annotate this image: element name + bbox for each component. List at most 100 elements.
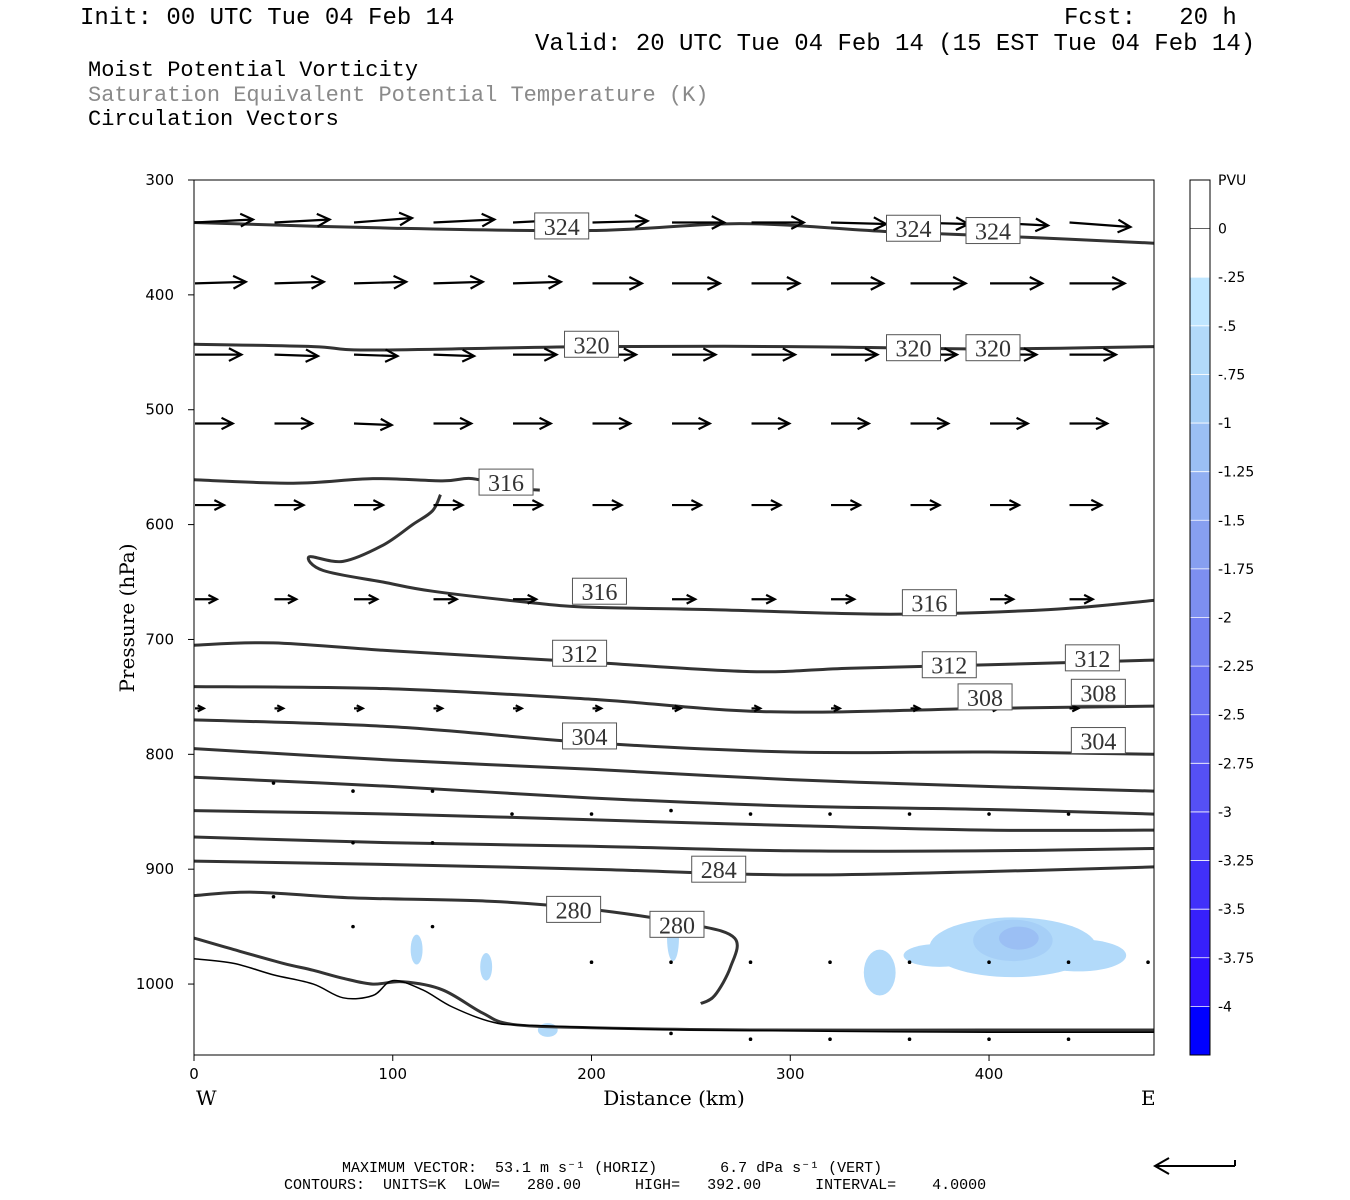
vector-dot bbox=[907, 960, 912, 965]
circulation-vector bbox=[831, 499, 863, 511]
colorbar-label: -2.25 bbox=[1218, 659, 1254, 675]
circulation-vector bbox=[751, 276, 802, 291]
circulation-vector bbox=[274, 212, 333, 228]
colorbar-swatch bbox=[1190, 860, 1210, 910]
circulation-vector bbox=[195, 704, 207, 713]
vector-dot bbox=[669, 960, 673, 965]
circulation-vector bbox=[831, 276, 886, 291]
circulation-vector bbox=[354, 499, 386, 511]
contour-label-box bbox=[534, 212, 590, 240]
circulation-vector bbox=[354, 704, 366, 713]
terrain-line-1 bbox=[194, 958, 1154, 1034]
x-tick-label: 0 bbox=[189, 1065, 199, 1083]
pv-shade-1 bbox=[1030, 939, 1127, 972]
circulation-vector bbox=[513, 416, 554, 431]
circulation-vector bbox=[672, 416, 713, 431]
contour-label: 324 bbox=[896, 217, 932, 243]
circulation-vector bbox=[592, 276, 645, 291]
vector-dot bbox=[510, 812, 514, 816]
circulation-vector bbox=[831, 347, 880, 362]
circulation-vector bbox=[910, 499, 942, 511]
contour-label-box bbox=[886, 214, 942, 242]
circulation-vector bbox=[1069, 218, 1133, 234]
vector-dot bbox=[351, 840, 355, 845]
circulation-vector bbox=[354, 593, 380, 605]
contour-label-box bbox=[564, 330, 620, 358]
circulation-vector bbox=[353, 348, 400, 363]
theta-e-contour-324-0 bbox=[194, 221, 1154, 245]
colorbar-label: -3.5 bbox=[1218, 902, 1245, 918]
title-theta-e: Saturation Equivalent Potential Temperat… bbox=[88, 83, 709, 108]
plot-frame bbox=[193, 179, 1155, 1056]
vector-dot bbox=[430, 924, 435, 929]
contour-label-box bbox=[546, 895, 602, 923]
vector-dot bbox=[430, 789, 435, 793]
x-tick-label: 400 bbox=[975, 1065, 1004, 1083]
contour-label-box bbox=[571, 577, 627, 605]
colorbar-swatch bbox=[1190, 714, 1210, 764]
y-tick-label: 400 bbox=[145, 286, 174, 304]
circulation-vector bbox=[195, 499, 227, 511]
colorbar-swatch bbox=[1190, 763, 1210, 812]
circulation-vector bbox=[195, 416, 236, 431]
circulation-vector bbox=[910, 276, 969, 291]
circulation-vector bbox=[751, 347, 798, 362]
circulation-vector bbox=[274, 348, 321, 363]
vector-dot bbox=[351, 924, 355, 929]
colorbar-label: -2.75 bbox=[1218, 756, 1254, 772]
title-vectors: Circulation Vectors bbox=[88, 107, 339, 132]
terrain-line-0 bbox=[194, 936, 1154, 1032]
circulation-vector bbox=[433, 348, 477, 363]
y-tick-label: 900 bbox=[145, 860, 174, 878]
contour-label: 280 bbox=[659, 913, 695, 939]
theta-e-contour-304-6 bbox=[194, 718, 1154, 756]
x-tick-label: 100 bbox=[378, 1065, 407, 1083]
colorbar-label: -2 bbox=[1218, 611, 1232, 627]
circulation-vector bbox=[910, 704, 922, 713]
pv-shade-2 bbox=[863, 949, 896, 996]
circulation-vector bbox=[513, 593, 539, 605]
vector-dot bbox=[1146, 960, 1150, 965]
contour-label-box bbox=[649, 910, 705, 938]
contour-label: 320 bbox=[975, 337, 1011, 363]
pv-shade-7 bbox=[480, 953, 493, 981]
vector-dot bbox=[669, 808, 673, 813]
colorbar-swatch bbox=[1190, 277, 1210, 326]
y-tick-label: 500 bbox=[145, 401, 174, 419]
circulation-vector bbox=[990, 416, 1031, 431]
vector-dot bbox=[828, 960, 832, 965]
colorbar-swatch bbox=[1190, 1006, 1210, 1055]
vector-dot bbox=[1066, 812, 1071, 816]
colorbar-label: -3 bbox=[1218, 805, 1232, 821]
vector-dot bbox=[1066, 960, 1071, 965]
colorbar-swatch bbox=[1190, 909, 1210, 958]
contour-label: 312 bbox=[931, 654, 967, 680]
reference-vector-arrow bbox=[1152, 1157, 1236, 1175]
colorbar-title: PVU bbox=[1218, 173, 1246, 189]
colorbar-swatch bbox=[1190, 228, 1210, 278]
x-end-west: W bbox=[196, 1086, 217, 1110]
x-tick-label: 200 bbox=[577, 1065, 606, 1083]
vector-dot bbox=[987, 812, 991, 816]
vector-dot bbox=[828, 812, 832, 816]
vector-dot bbox=[351, 789, 355, 793]
colorbar-label: -1.25 bbox=[1218, 465, 1254, 481]
colorbar-swatch bbox=[1190, 568, 1210, 618]
vector-dot bbox=[271, 781, 276, 785]
vector-dot bbox=[987, 1037, 991, 1041]
valid-time: Valid: 20 UTC Tue 04 Feb 14 (15 EST Tue … bbox=[535, 31, 1256, 58]
contour-label-box bbox=[562, 722, 618, 750]
vector-dot bbox=[669, 1031, 673, 1036]
circulation-vector bbox=[751, 499, 783, 511]
circulation-vector bbox=[433, 593, 460, 605]
circulation-vector bbox=[274, 274, 327, 290]
contour-label: 320 bbox=[896, 337, 932, 363]
colorbar-label: -1.5 bbox=[1218, 513, 1245, 529]
circulation-vector bbox=[274, 594, 299, 605]
vector-dot bbox=[748, 960, 753, 965]
contour-label: 304 bbox=[1080, 730, 1116, 756]
circulation-vector bbox=[353, 417, 395, 432]
circulation-vector bbox=[672, 593, 698, 605]
circulation-vector bbox=[592, 213, 651, 229]
vector-dot bbox=[271, 894, 276, 899]
